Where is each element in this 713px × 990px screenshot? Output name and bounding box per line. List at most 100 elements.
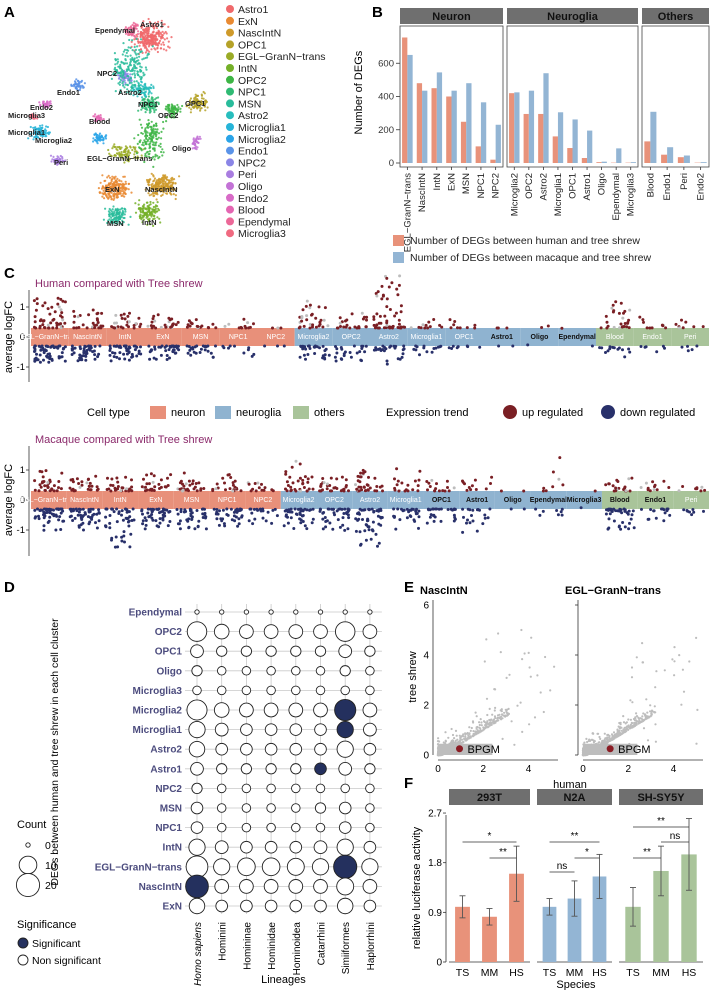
umap-point (131, 148, 134, 152)
umap-point (155, 210, 158, 213)
umap-label-oligo: Oligo (172, 144, 192, 153)
c-down-point (438, 345, 442, 349)
e-point (444, 731, 447, 734)
e-point (501, 713, 504, 716)
c-up-point (428, 485, 432, 488)
c-up-point (196, 325, 200, 328)
d-dot-egl-grann-trans-homininae (237, 857, 256, 877)
c-band-label-astro2: Astro2 (360, 497, 380, 504)
c-up-point (499, 489, 503, 493)
c-up-point (359, 485, 363, 489)
umap-point (147, 214, 150, 217)
c-down-point (303, 524, 307, 528)
c-down-point (46, 521, 50, 524)
c-down-point (124, 507, 128, 511)
umap-point (75, 85, 78, 88)
umap-point (144, 41, 147, 44)
d-dot-nascintn-catarrhini (313, 879, 328, 894)
umap-point (147, 119, 150, 122)
c-down-point (221, 517, 225, 521)
umap-point (78, 88, 81, 92)
c-down-point (360, 359, 363, 363)
c-down-point (79, 513, 83, 517)
c-up-point (139, 322, 143, 326)
umap-point (153, 209, 156, 212)
c-up-point (260, 482, 263, 486)
c-band-label-nascintn: NascIntN (70, 497, 99, 504)
c-up-point (699, 489, 703, 493)
c-down-point (661, 344, 665, 348)
c-up-point (150, 487, 154, 491)
umap-point (103, 179, 106, 183)
umap-point (156, 128, 159, 131)
e-point (533, 716, 537, 719)
b-legend-label-1: Number of DEGs between macaque and tree … (410, 252, 651, 264)
c-up-point (393, 314, 397, 318)
b-bar-human-astro1 (581, 158, 588, 163)
c-up-point (296, 479, 300, 483)
b-xtick-msn: MSN (461, 173, 472, 194)
c-up-point (228, 487, 232, 491)
c-down-point (600, 346, 604, 350)
e-point (520, 628, 523, 632)
umap-point (200, 107, 203, 110)
c-down-point (612, 507, 616, 511)
e-points-0 (436, 628, 556, 757)
c-up-point (627, 477, 631, 481)
c-up-point (403, 325, 407, 329)
d-ylabel-opc2: OPC2 (155, 627, 183, 638)
b-bar-macaque-astro1 (587, 130, 593, 163)
umap-point (147, 126, 150, 129)
c-down-point (110, 538, 113, 542)
b-bar-human-intn (431, 88, 437, 163)
c-up-point (38, 319, 42, 323)
c-legend-trend-up-regulated: up regulated (522, 407, 583, 419)
c-down-point (417, 515, 421, 519)
c-down-point (385, 362, 389, 366)
legend-label-npc2: NPC2 (238, 157, 266, 169)
umap-point (152, 98, 155, 102)
umap-point (149, 86, 152, 89)
d-dot-microglia2-hominidae (263, 702, 279, 718)
c-up-point (89, 488, 93, 492)
c-down-point (628, 521, 631, 525)
c-up-point (47, 326, 51, 330)
umap-point (114, 213, 117, 216)
umap-point (144, 107, 147, 110)
c-up-point (182, 484, 186, 488)
c-up-point (618, 326, 622, 330)
b-xtick-microglia1: Microglia1 (553, 173, 564, 216)
d-dot-microglia2-homininae (239, 702, 254, 718)
umap-point (49, 100, 52, 103)
umap-point (193, 103, 196, 106)
c-up-point (397, 322, 401, 326)
c-up-point (522, 489, 526, 493)
umap-point (193, 106, 196, 109)
umap-point (102, 218, 105, 221)
umap-point (96, 133, 99, 137)
d-dot-exn-homininae (240, 899, 253, 913)
umap-point (134, 84, 137, 87)
c-down-point (468, 521, 472, 525)
c-down-point (233, 344, 236, 348)
c-up-point (93, 326, 97, 330)
c-up-point (305, 314, 309, 318)
e-xtick-1-0: 0 (580, 764, 586, 775)
e-highlight-label-0: BPGM (468, 744, 500, 756)
umap-point (143, 39, 146, 42)
umap-point (139, 48, 142, 51)
c-up-point (94, 474, 98, 478)
umap-point (138, 93, 141, 96)
umap-point (161, 176, 164, 180)
d-dot-opc1-homininae (240, 645, 253, 657)
d-dot-microglia3-hominini (216, 685, 227, 696)
umap-point (129, 215, 132, 218)
c-up-point (52, 317, 56, 321)
c-up-point (37, 489, 41, 493)
umap-point (140, 108, 143, 111)
c-up-point (224, 488, 227, 492)
d-dot-astro1-catarrhini (314, 762, 327, 776)
c-down-point (389, 344, 393, 348)
e-point (480, 724, 483, 727)
umap-point (174, 194, 177, 197)
